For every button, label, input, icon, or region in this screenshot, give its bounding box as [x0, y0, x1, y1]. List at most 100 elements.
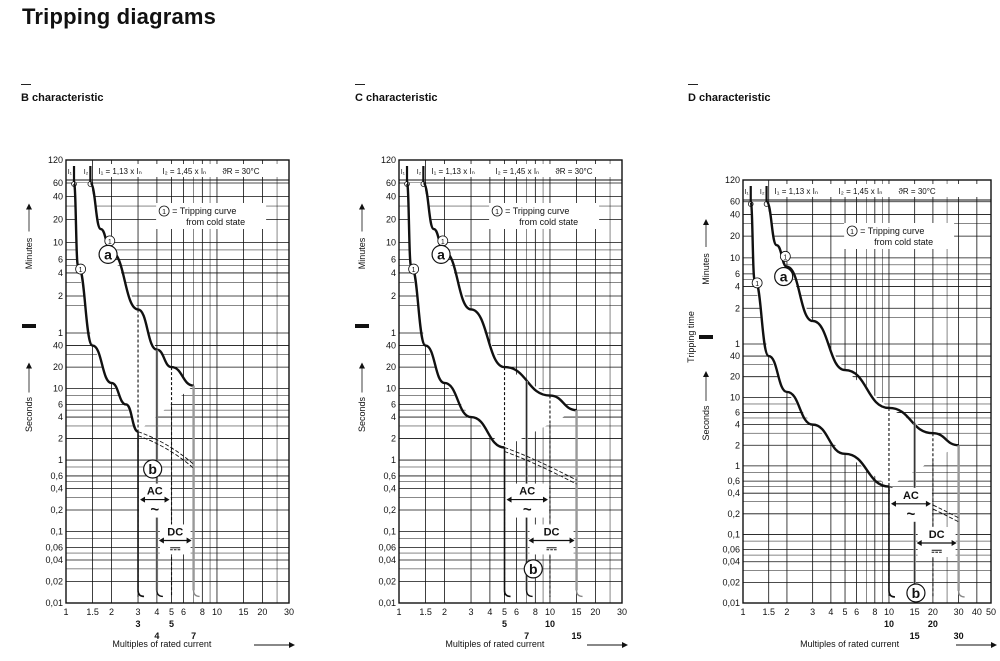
- y-tick-seconds: 0,1: [727, 529, 740, 539]
- ac-symbol: ~: [907, 506, 916, 523]
- x-tick: 15: [910, 607, 920, 617]
- dc-limit-label: 4: [154, 631, 159, 641]
- y-tick-minutes: 40: [730, 209, 740, 219]
- page-title: Tripping diagrams: [22, 4, 217, 29]
- ac-symbol: ~: [523, 502, 532, 519]
- tripping-band: [407, 183, 577, 448]
- x-axis-arrowhead: [289, 642, 295, 648]
- dc-left-foot: [525, 590, 533, 598]
- y-label-minutes: Minutes: [357, 237, 367, 269]
- x-tick: 20: [257, 607, 267, 617]
- y-label-minutes: Minutes: [24, 237, 34, 269]
- y-tick-seconds: 40: [53, 341, 63, 351]
- chart-c-title: C characteristic: [355, 92, 438, 104]
- formula-i2: I₂ = 1,45 x Iₙ: [495, 167, 539, 176]
- dc-left-foot: [156, 590, 163, 598]
- y-tick-minutes: 4: [391, 268, 396, 278]
- y-label-seconds: Seconds: [357, 397, 367, 433]
- i1-mark: I₁: [744, 189, 749, 196]
- y-tick-minutes: 10: [730, 253, 740, 263]
- y-tick-seconds: 6: [735, 408, 740, 418]
- x-tick: 6: [854, 607, 859, 617]
- zone-b-label: b: [912, 585, 921, 601]
- y-tick-seconds: 20: [386, 362, 396, 372]
- x-tick: 8: [533, 607, 538, 617]
- zone-a-label: a: [780, 269, 788, 285]
- y-tick-seconds: 0,01: [378, 598, 396, 608]
- ac-label-bg: [889, 487, 932, 522]
- legend-marker-circle: [491, 205, 503, 217]
- ac-limit-label: 5: [169, 619, 174, 629]
- y-tick-seconds: 1: [735, 461, 740, 471]
- x-tick: 2: [109, 607, 114, 617]
- y-tick-minutes: 1: [58, 328, 63, 338]
- chart-b-title: B characteristic: [21, 92, 104, 104]
- ac-limit-label: 10: [884, 619, 894, 629]
- y-tick-seconds: 10: [730, 392, 740, 402]
- legend-marker-circle: [158, 205, 170, 217]
- y-tick-seconds: 0,01: [45, 598, 63, 608]
- cold-curve-marker: [779, 250, 791, 262]
- legend-bg: [489, 203, 600, 229]
- cold-curve-marker-label: 1: [108, 239, 112, 246]
- dc-symbol: ⎓: [546, 540, 557, 555]
- y-tick-minutes: 40: [386, 191, 396, 201]
- x-tick: 30: [954, 607, 964, 617]
- minutes-seconds-divider: [355, 324, 369, 328]
- y-tick-seconds: 2: [391, 434, 396, 444]
- x-tick: 6: [514, 607, 519, 617]
- y-tick-seconds: 0,04: [722, 557, 740, 567]
- cold-curve-marker-label: 1: [441, 239, 445, 246]
- dc-arrowhead-right: [186, 537, 192, 544]
- formula-temp: ϑR = 30°C: [222, 167, 259, 176]
- x-tick: 8: [200, 607, 205, 617]
- y-tick-seconds: 0,01: [722, 598, 740, 608]
- legend-marker: 1: [850, 229, 854, 236]
- x-tick: 30: [617, 607, 627, 617]
- zone-a-circle: [431, 244, 451, 264]
- lower-curve-extension: [137, 435, 194, 469]
- formula-bg: [96, 164, 285, 177]
- y-label-seconds: Seconds: [24, 397, 34, 433]
- zone-b-label: b: [529, 561, 538, 577]
- y-tick-seconds: 0,2: [50, 505, 63, 515]
- y-tick-seconds: 0,1: [50, 527, 63, 537]
- formula-i1: I₁ = 1,13 x Iₙ: [98, 167, 141, 176]
- y-tick-minutes: 6: [735, 269, 740, 279]
- dc-label-bg: [159, 524, 191, 555]
- ac-arrowhead-left: [890, 500, 896, 507]
- y-label-tripping-time: Tripping time: [686, 311, 696, 363]
- x-tick: 4: [487, 607, 492, 617]
- y-tick-minutes: 20: [386, 215, 396, 225]
- lower-curve: [405, 181, 505, 449]
- dc-label: DC: [544, 526, 560, 538]
- x-tick: 2: [442, 607, 447, 617]
- formula-temp: ϑR = 30°C: [555, 167, 592, 176]
- x-tick: 8: [872, 607, 877, 617]
- cold-curve-marker: [751, 277, 763, 289]
- ac-arrowhead-left: [506, 496, 512, 503]
- ac-left-foot: [137, 590, 145, 598]
- lower-curve: [72, 181, 139, 433]
- minutes-arrowhead: [359, 203, 365, 210]
- x-tick: 3: [810, 607, 815, 617]
- ac-label: AC: [519, 486, 535, 498]
- x-tick: 20: [928, 607, 938, 617]
- legend-marker: 1: [495, 209, 499, 216]
- legend-text: = Tripping curve: [860, 226, 924, 236]
- x-tick: 30: [284, 607, 294, 617]
- ac-label: AC: [903, 490, 919, 502]
- cold-curve-marker-label: 1: [412, 267, 416, 274]
- y-tick-minutes: 2: [391, 291, 396, 301]
- minutes-arrowhead: [703, 219, 709, 225]
- x-tick: 50: [986, 607, 996, 617]
- x-tick: 40: [972, 607, 982, 617]
- y-tick-seconds: 0,06: [722, 545, 740, 555]
- y-tick-seconds: 0,1: [383, 527, 396, 537]
- x-tick: 1: [740, 607, 745, 617]
- x-axis-title: Multiples of rated current: [112, 639, 212, 649]
- y-tick-minutes: 40: [53, 191, 63, 201]
- chart-b: 12060402010642140201064210,60,40,20,10,0…: [22, 155, 295, 649]
- y-tick-seconds: 0,02: [722, 577, 740, 587]
